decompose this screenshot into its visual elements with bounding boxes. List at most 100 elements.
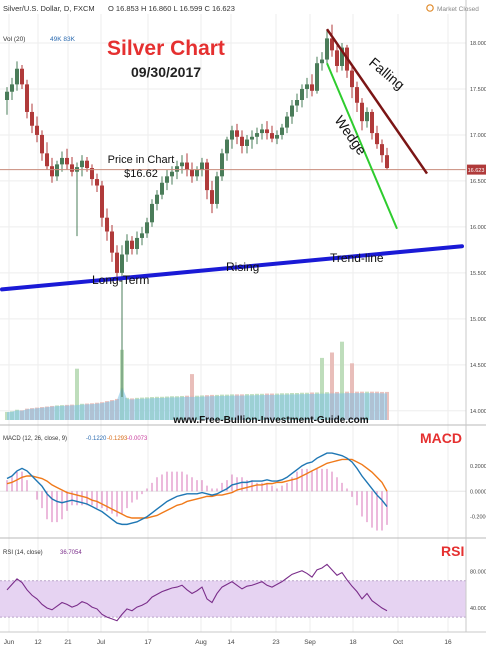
candle-body [295,100,299,106]
candle-body [130,240,134,249]
price-tick-label: 17.000 [470,133,486,139]
chart-title: Silver Chart [107,37,225,60]
volume-average-area [7,386,387,420]
candle-body [30,111,34,126]
candle-body [165,176,169,183]
candle-body [20,68,24,85]
x-tick-label: 16 [444,639,452,646]
candle-body [220,153,224,177]
candle-body [45,153,49,167]
candle-body [10,84,14,92]
price-tick-label: 14.000 [470,409,486,415]
price-tick-label: 16.000 [470,225,486,231]
macd-header-value-2: -0.1293 [107,436,128,442]
candle-body [215,176,219,204]
x-tick-label: 23 [272,639,280,646]
candle-body [350,70,354,88]
volume-bar-tall [320,357,324,420]
candle-body [70,164,74,172]
candle-body [260,129,264,134]
candle-body [155,194,159,204]
macd-line [6,452,388,526]
long-term-trend-line [0,244,464,292]
x-tick-label: Jul [97,639,106,646]
candle-body [105,217,109,232]
rsi-tag: RSI [441,543,464,559]
candle-body [210,190,214,204]
candle-body [300,88,304,100]
candle-body [315,63,319,91]
candle-body [230,130,234,140]
candle-body [140,233,144,238]
candle-body [200,162,204,170]
rsi-band-fill [0,580,466,618]
website-watermark: www.Free-Bullion-Investment-Guide.com [172,415,368,426]
x-tick-label: Jun [4,639,15,646]
price-tick-label: 15.500 [470,271,486,277]
candle-body [380,144,384,156]
candle-body [275,134,279,139]
x-tick-label: Sep [304,639,316,646]
wedge-upper-line [325,28,429,175]
candle-body [325,38,329,60]
x-tick-label: Aug [195,639,207,646]
wedge-lower-line [326,62,398,230]
rsi-header-label: RSI (14, close) [3,550,43,556]
candle-body [120,254,124,273]
macd-header-value-3: -0.0073 [127,436,148,442]
candle-body [370,111,374,134]
x-tick-label: 14 [227,639,235,646]
candle-body [270,133,274,139]
candle-body [160,182,164,195]
ohlc-readout: O 16.853 H 16.860 L 16.599 C 16.623 [108,4,235,13]
x-tick-label: 12 [34,639,42,646]
price-axis-ticks: 18.000 17.500 17.000 16.623 16.500 16.000 15.5… [467,41,486,612]
macd-tick-label: 0.2000 [470,464,486,470]
candle-body [385,155,389,169]
candle-body [235,130,239,137]
candle-body [40,134,44,154]
x-tick-label: 18 [349,639,357,646]
price-tick-label: 15.000 [470,317,486,323]
volume-bar-tall [350,363,354,420]
trendline-label-trend-line: Trend-line [330,251,384,265]
candle-body [365,111,369,122]
rsi-panel-series [6,563,388,622]
candle-body [15,68,19,85]
macd-tag: MACD [420,430,462,446]
market-status: Market Closed [437,6,479,13]
trend-overlays [0,28,466,292]
candle-body [290,105,294,117]
candle-body [330,38,334,51]
candle-body [35,125,39,135]
candle-body [85,160,89,169]
price-tick-label: 17.500 [470,87,486,93]
candle-body [175,166,179,172]
chart-date: 09/30/2017 [131,64,201,80]
last-price-tag [467,164,486,175]
candle-body [265,129,269,134]
candle-body [280,127,284,135]
macd-panel-series [0,452,466,531]
x-tick-label: 17 [144,639,152,646]
price-tick-label: 14.500 [470,363,486,369]
volume-bar-tall [330,352,334,420]
candle-body [335,50,339,66]
candle-body [55,164,59,177]
market-clock-icon [426,4,434,12]
rsi-tick-label: 80.0000 [470,570,486,576]
candle-body [195,169,199,177]
candle-body [310,84,314,91]
price-tick-label-last: 16.623 [468,168,485,174]
rsi-band [0,580,466,618]
rsi-line [6,563,388,622]
x-tick-label: 21 [64,639,72,646]
candle-body [60,157,64,165]
candle-body [65,157,69,165]
volume-values: 49K 83K [50,36,76,43]
candle-body [125,240,129,255]
candle-body [110,231,114,253]
rsi-tick-label: 40.0000 [470,606,486,612]
